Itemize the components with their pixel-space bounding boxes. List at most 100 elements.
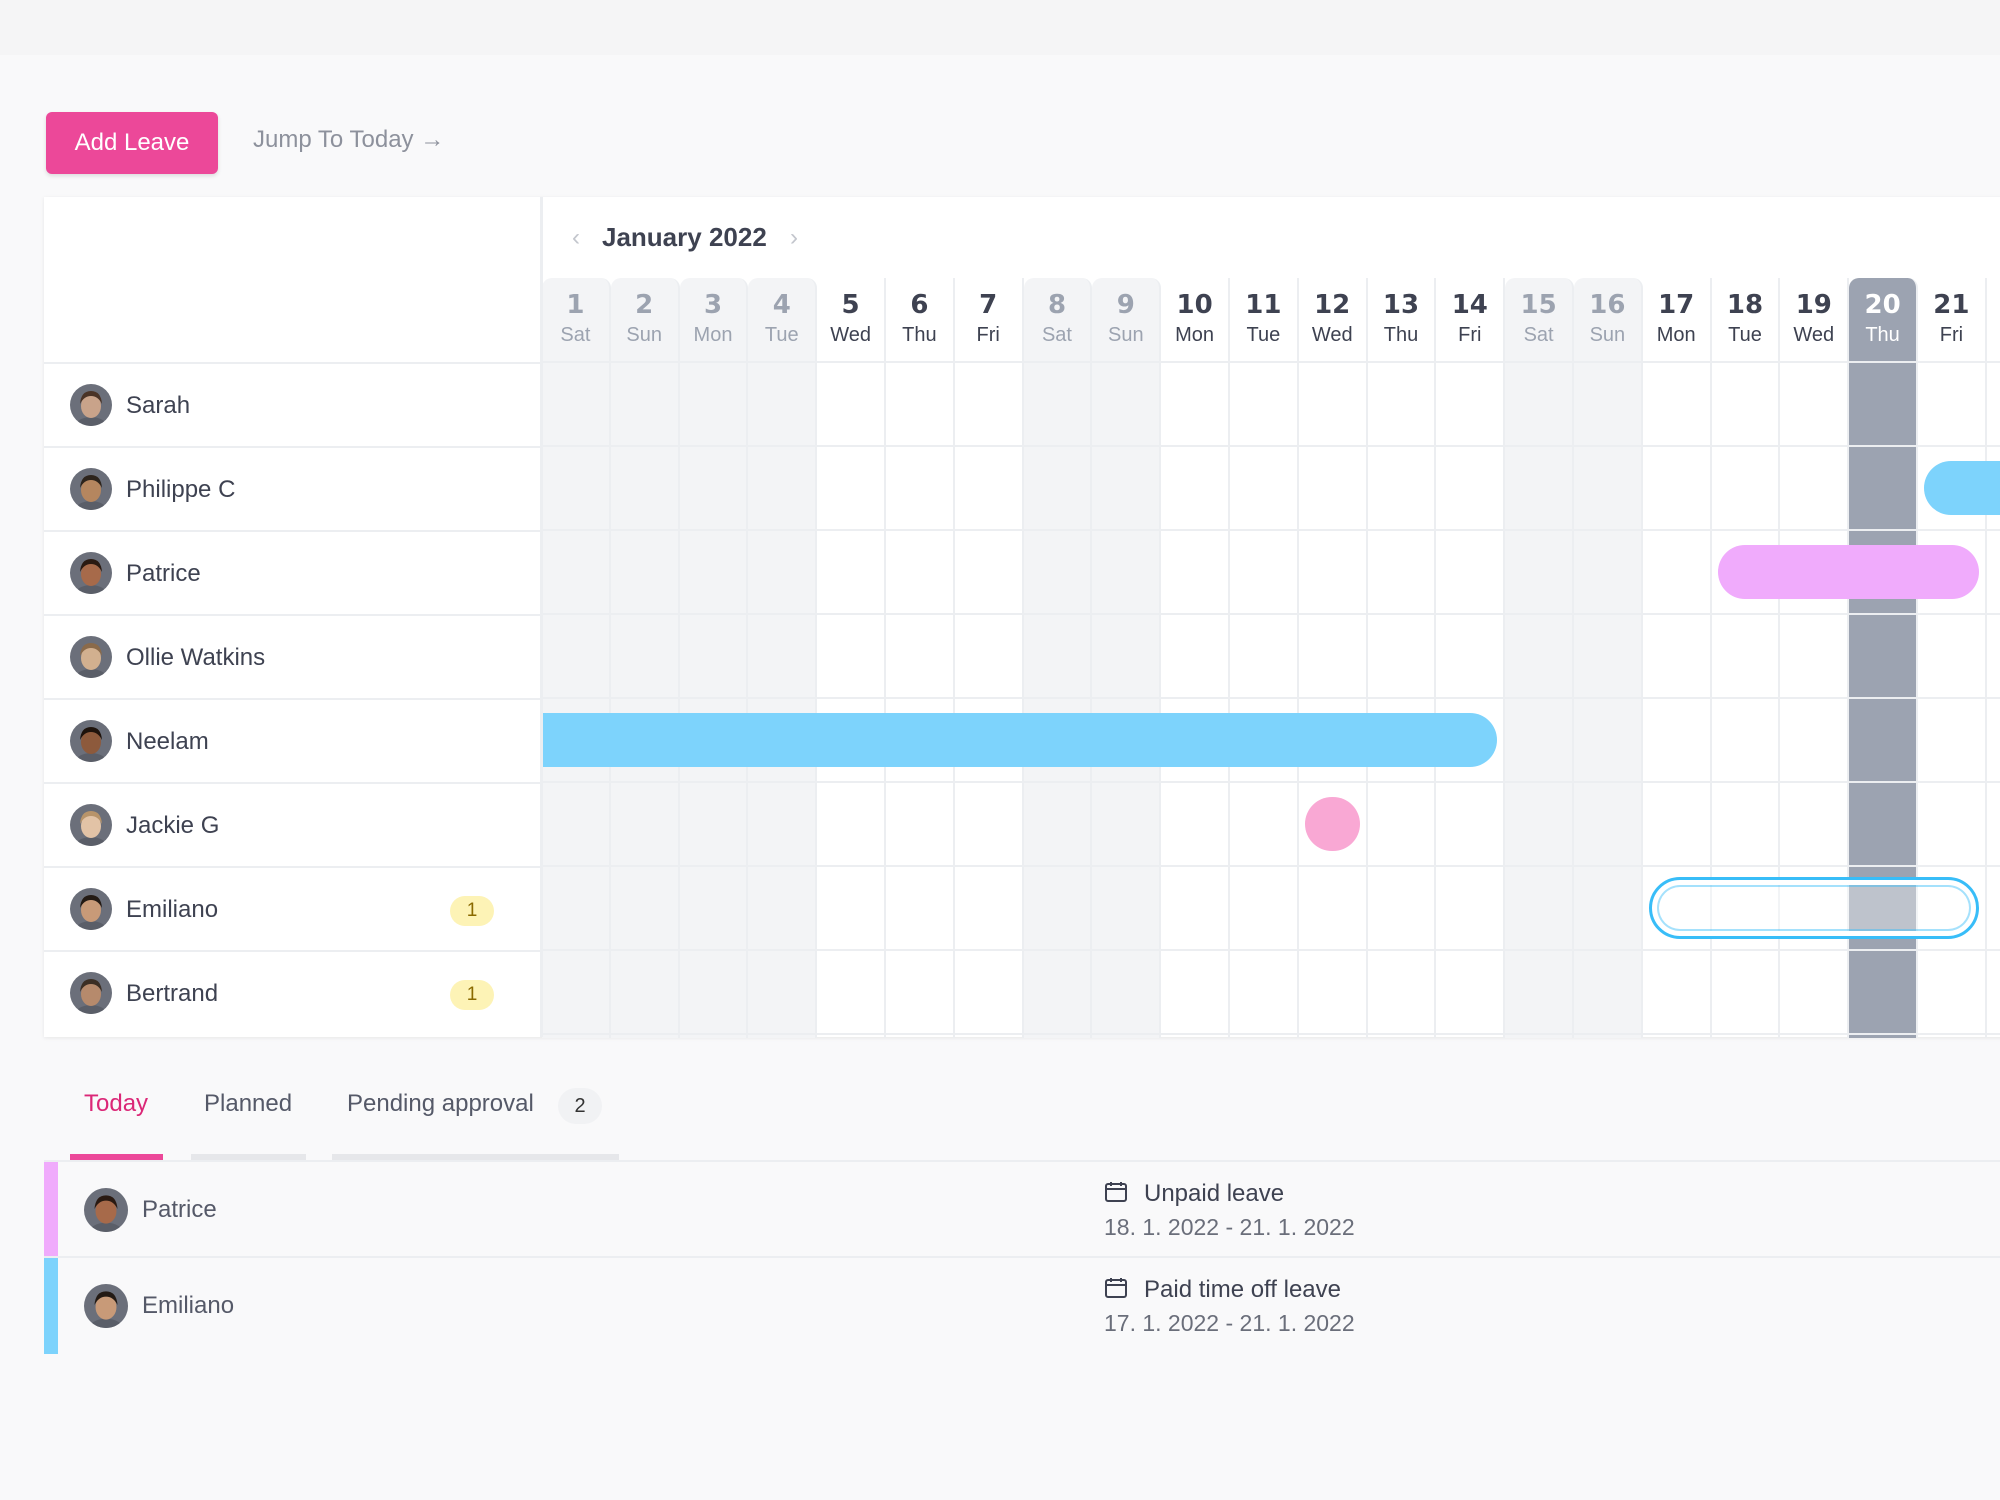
- top-bar: [0, 0, 2000, 55]
- day-name: Fri: [1939, 324, 1964, 346]
- leave-bar[interactable]: [542, 713, 1498, 767]
- day-column[interactable]: 2 Sun: [610, 278, 680, 1038]
- day-name: Thu: [1865, 324, 1900, 346]
- tab-pending-underline: [332, 1154, 619, 1160]
- day-name: Sun: [626, 324, 662, 346]
- day-number: 21: [1933, 290, 1970, 320]
- day-column[interactable]: 3 Mon: [679, 278, 749, 1038]
- day-column[interactable]: 11 Tue: [1230, 278, 1299, 1038]
- day-column[interactable]: 21 Fri: [1918, 278, 1987, 1038]
- day-column[interactable]: 5 Wed: [817, 278, 886, 1038]
- pending-count-badge: 2: [558, 1088, 602, 1124]
- leave-type-stripe: [44, 1162, 58, 1258]
- day-number: 1: [566, 290, 585, 320]
- person-row[interactable]: Jackie G: [44, 782, 540, 866]
- person-row[interactable]: Patrice: [44, 530, 540, 614]
- day-number: 19: [1795, 290, 1832, 320]
- avatar: [70, 720, 112, 762]
- person-row[interactable]: Emiliano 1: [44, 866, 540, 950]
- leave-bar[interactable]: [1717, 545, 1979, 599]
- day-column[interactable]: 14 Fri: [1436, 278, 1506, 1038]
- person-name: Neelam: [126, 728, 209, 755]
- day-number: 20: [1864, 290, 1901, 320]
- day-column[interactable]: 6 Thu: [886, 278, 955, 1038]
- day-column[interactable]: 19 Wed: [1780, 278, 1850, 1038]
- day-name: Fri: [976, 324, 1000, 346]
- day-number: 14: [1451, 290, 1488, 320]
- day-column[interactable]: 4 Tue: [748, 278, 818, 1038]
- day-column[interactable]: 18 Tue: [1712, 278, 1781, 1038]
- day-name: Tue: [1246, 324, 1281, 346]
- day-number: 5: [841, 290, 860, 320]
- person-row[interactable]: Bertrand 1: [44, 950, 540, 1034]
- jump-to-today-label: Jump To Today: [253, 126, 414, 153]
- day-column[interactable]: 16 Sun: [1574, 278, 1643, 1038]
- chevron-right-icon[interactable]: ›: [790, 224, 798, 251]
- tab-planned[interactable]: Planned: [204, 1090, 293, 1117]
- day-name: Fri: [1458, 324, 1482, 346]
- person-name: Jackie G: [126, 812, 220, 839]
- day-column[interactable]: 12 Wed: [1299, 278, 1368, 1038]
- day-column[interactable]: 15 Sat: [1505, 278, 1574, 1038]
- avatar: [70, 384, 112, 426]
- person-name: Philippe C: [126, 476, 236, 503]
- tab-today-underline: [70, 1154, 163, 1160]
- day-name: Mon: [1175, 324, 1215, 346]
- today-leave-row[interactable]: Emiliano Paid time off leave 17. 1. 2022 -…: [44, 1256, 2000, 1354]
- day-number: 17: [1658, 290, 1695, 320]
- day-column[interactable]: 9 Sun: [1092, 278, 1162, 1038]
- leave-type-label: Unpaid leave: [1144, 1180, 1285, 1207]
- pending-leave-bar[interactable]: [1648, 877, 1979, 939]
- person-row[interactable]: Sarah: [44, 362, 540, 446]
- day-column[interactable]: 8 Sat: [1023, 278, 1093, 1038]
- day-name: Mon: [1656, 324, 1696, 346]
- day-column[interactable]: 20 Thu: [1849, 278, 1918, 1038]
- day-number: 8: [1047, 290, 1067, 320]
- day-number: 4: [772, 290, 791, 320]
- day-number: 12: [1314, 290, 1351, 320]
- avatar: [70, 804, 112, 846]
- avatar: [70, 636, 112, 678]
- person-row[interactable]: Ollie Watkins: [44, 614, 540, 698]
- day-name: Tue: [764, 324, 799, 346]
- person-row[interactable]: Neelam: [44, 698, 540, 782]
- day-column[interactable]: 7 Fri: [955, 278, 1024, 1038]
- panel-divider: [540, 197, 543, 1037]
- avatar: [70, 552, 112, 594]
- avatar: [84, 1188, 128, 1232]
- person-name: Bertrand: [126, 980, 219, 1007]
- jump-to-today-link[interactable]: Jump To Today →: [253, 126, 444, 154]
- row-divider: [542, 613, 2000, 615]
- pending-request-badge: 1: [450, 896, 494, 926]
- day-number: 16: [1589, 290, 1626, 320]
- leave-type-stripe: [44, 1258, 58, 1354]
- day-name: Thu: [902, 324, 937, 346]
- day-name: Sun: [1107, 324, 1144, 346]
- arrow-right-icon: →: [420, 126, 445, 153]
- add-leave-button[interactable]: Add Leave: [46, 112, 218, 174]
- month-label: January 2022: [602, 222, 767, 252]
- day-name: Sat: [1523, 324, 1554, 346]
- row-divider: [542, 949, 2000, 951]
- day-name: Wed: [1793, 324, 1835, 346]
- day-column[interactable]: 10 Mon: [1161, 278, 1230, 1038]
- row-divider: [542, 361, 2000, 363]
- day-column[interactable]: 17 Mon: [1643, 278, 1712, 1038]
- day-number: 3: [703, 290, 723, 320]
- leave-bar[interactable]: [1924, 461, 2000, 515]
- day-column[interactable]: 13 Thu: [1368, 278, 1437, 1038]
- row-divider: [542, 781, 2000, 783]
- day-column[interactable]: 1 Sat: [542, 278, 611, 1038]
- row-divider: [542, 697, 2000, 699]
- chevron-left-icon[interactable]: ‹: [572, 224, 580, 251]
- day-number: 13: [1382, 290, 1420, 320]
- day-name: Sun: [1589, 324, 1626, 346]
- leave-date-range: 18. 1. 2022 - 21. 1. 2022: [1104, 1214, 1355, 1240]
- day-number: 15: [1520, 290, 1557, 320]
- avatar: [70, 972, 112, 1014]
- person-row[interactable]: Philippe C: [44, 446, 540, 530]
- tab-today[interactable]: Today: [84, 1090, 149, 1117]
- leave-bar[interactable]: [1304, 797, 1360, 851]
- tab-pending-approval[interactable]: Pending approval: [347, 1090, 534, 1117]
- today-leave-row[interactable]: Patrice Unpaid leave 18. 1. 2022 - 21. 1. …: [44, 1160, 2000, 1258]
